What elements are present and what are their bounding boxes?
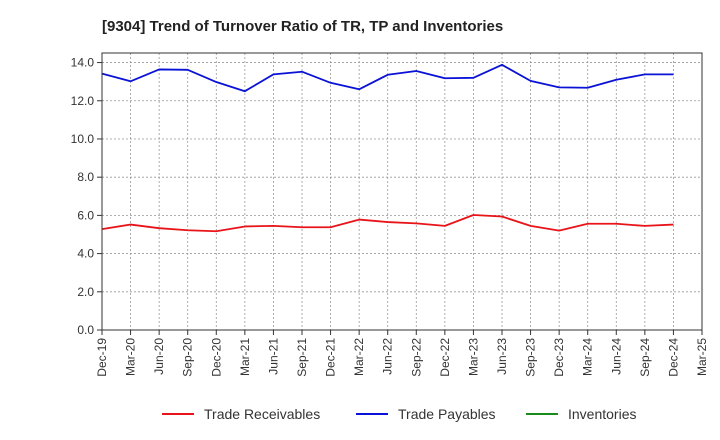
y-tick-label: 6.0	[77, 208, 94, 222]
x-tick-label: Jun-21	[266, 338, 280, 375]
x-tick-label: Sep-23	[524, 338, 538, 377]
x-tick-label: Mar-24	[581, 338, 595, 376]
x-tick-label: Dec-22	[438, 338, 452, 377]
x-tick-label: Dec-20	[209, 338, 223, 377]
series-lines	[101, 63, 674, 233]
x-tick-label: Sep-22	[409, 338, 423, 377]
series-line-0	[101, 214, 674, 233]
x-tick-label: Sep-24	[638, 338, 652, 377]
x-tick-label: Mar-20	[124, 338, 138, 376]
series-line-1	[101, 63, 674, 93]
x-tick-label: Jun-20	[152, 338, 166, 375]
x-tick-label: Mar-22	[352, 338, 366, 376]
x-tick-label: Dec-24	[666, 338, 680, 377]
legend-label-1: Trade Payables	[398, 406, 496, 422]
y-tick-label: 8.0	[77, 170, 94, 184]
x-tick-label: Jun-22	[381, 338, 395, 375]
x-tick-label: Dec-21	[324, 338, 338, 377]
y-tick-label: 10.0	[71, 132, 95, 146]
x-tick-labels: Dec-19 Mar-20 Jun-20 Sep-20 Dec-20 Mar-21 Jun-…	[95, 338, 709, 377]
axes	[97, 52, 703, 335]
x-tick-label: Sep-20	[181, 338, 195, 377]
y-tick-label: 4.0	[77, 247, 94, 261]
y-tick-label: 0.0	[77, 323, 94, 337]
legend: Trade Receivables Trade Payables Inventori…	[162, 406, 636, 422]
grid-lines	[102, 53, 702, 330]
x-tick-label: Mar-25	[695, 338, 709, 376]
x-tick-label: Mar-23	[466, 338, 480, 376]
y-tick-label: 2.0	[77, 285, 94, 299]
x-tick-label: Sep-21	[295, 338, 309, 377]
chart-title: [9304] Trend of Turnover Ratio of TR, TP…	[102, 18, 503, 35]
x-tick-label: Dec-19	[95, 338, 109, 377]
x-tick-label: Dec-23	[552, 338, 566, 377]
x-tick-label: Jun-24	[609, 338, 623, 375]
y-tick-label: 12.0	[71, 94, 95, 108]
plot-frame	[101, 52, 703, 331]
y-tick-labels: 0.0 2.0 4.0 6.0 8.0 10.0 12.0 14.0	[71, 56, 95, 337]
x-tick-label: Mar-21	[238, 338, 252, 376]
legend-label-0: Trade Receivables	[204, 406, 320, 422]
y-tick-label: 14.0	[71, 56, 95, 70]
legend-label-2: Inventories	[568, 406, 636, 422]
x-tick-label: Jun-23	[495, 338, 509, 375]
